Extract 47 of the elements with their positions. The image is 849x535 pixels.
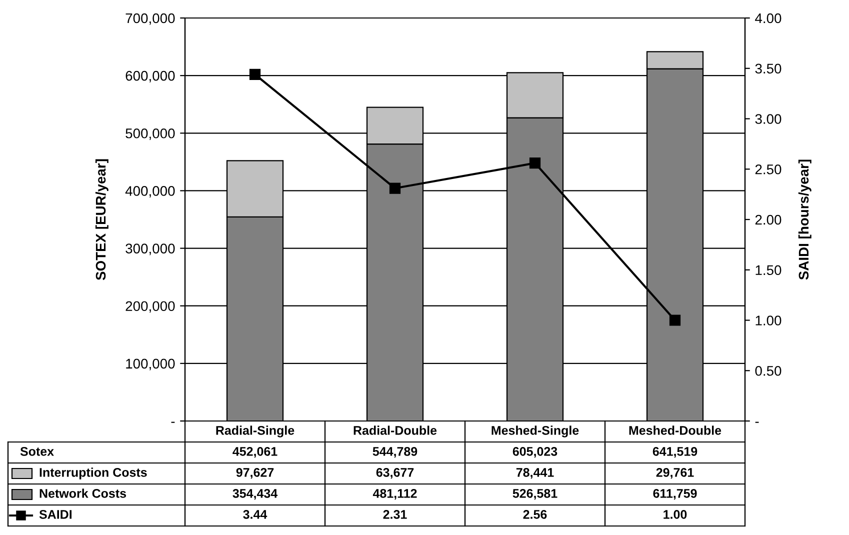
legend-label: Interruption Costs (40, 468, 147, 480)
y2-tick-label: 3.50 (755, 64, 782, 74)
text: Sotex (20, 447, 54, 456)
total-label: 452,061 (232, 447, 278, 458)
y2-axis-title: SAIDI [hours/year] (798, 160, 812, 280)
y2-tick-label: 2.00 (755, 214, 782, 225)
data-label: 2.56 (523, 510, 547, 519)
point (529, 158, 541, 169)
y2-tick-label: 4.00 (755, 13, 782, 24)
data-label: 481,112 (372, 489, 417, 500)
data-label: 2.31 (383, 510, 407, 519)
data-label: 526,581 (512, 489, 558, 500)
total-label: 605,023 (512, 447, 558, 458)
total-label: 641,519 (652, 447, 698, 458)
data-label: 29,761 (656, 468, 694, 479)
legend-label: Network Costs (40, 488, 126, 498)
data-label: 97,627 (236, 468, 274, 479)
data-label: 63,677 (376, 468, 414, 479)
data-label: 611,759 (653, 489, 697, 500)
y-axis-title: SOTEX [EUR/year] (95, 159, 108, 280)
y-tick-label: - (171, 422, 175, 423)
y-tick-label: 300,000 (126, 244, 175, 256)
y-tick-label: 100,000 (126, 358, 175, 370)
data-label: 3.44 (243, 510, 268, 519)
data-label: 1.00 (664, 510, 687, 519)
y2-tick-label: 3.00 (755, 114, 782, 124)
y2-tick-label: 1.50 (756, 265, 782, 276)
x-tick-label: Meshed-Double (629, 426, 722, 435)
y-tick-label: 400,000 (125, 186, 175, 198)
y2-tick-label: - (755, 422, 759, 423)
y-tick-label: 600,000 (126, 70, 175, 82)
point (669, 314, 681, 326)
data-label: 78,441 (516, 468, 554, 479)
y-tick-label: 200,000 (126, 301, 175, 313)
point (389, 182, 401, 194)
y2-tick-label: 0.50 (755, 366, 782, 376)
point (249, 68, 261, 80)
y-tick-label: 700,000 (126, 13, 175, 25)
y-tick-label: 500,000 (126, 128, 175, 140)
legend-label: SAIDI (39, 510, 72, 519)
data-label: 354,434 (232, 489, 278, 500)
total-label: 544,789 (372, 447, 418, 458)
x-tick-label: Meshed-Single (492, 426, 579, 438)
x-tick-label: Radial-Single (216, 426, 294, 438)
y2-tick-label: 2.50 (755, 164, 782, 174)
y2-tick-label: 1.00 (756, 316, 782, 326)
x-tick-label: Radial-Double (354, 426, 437, 435)
